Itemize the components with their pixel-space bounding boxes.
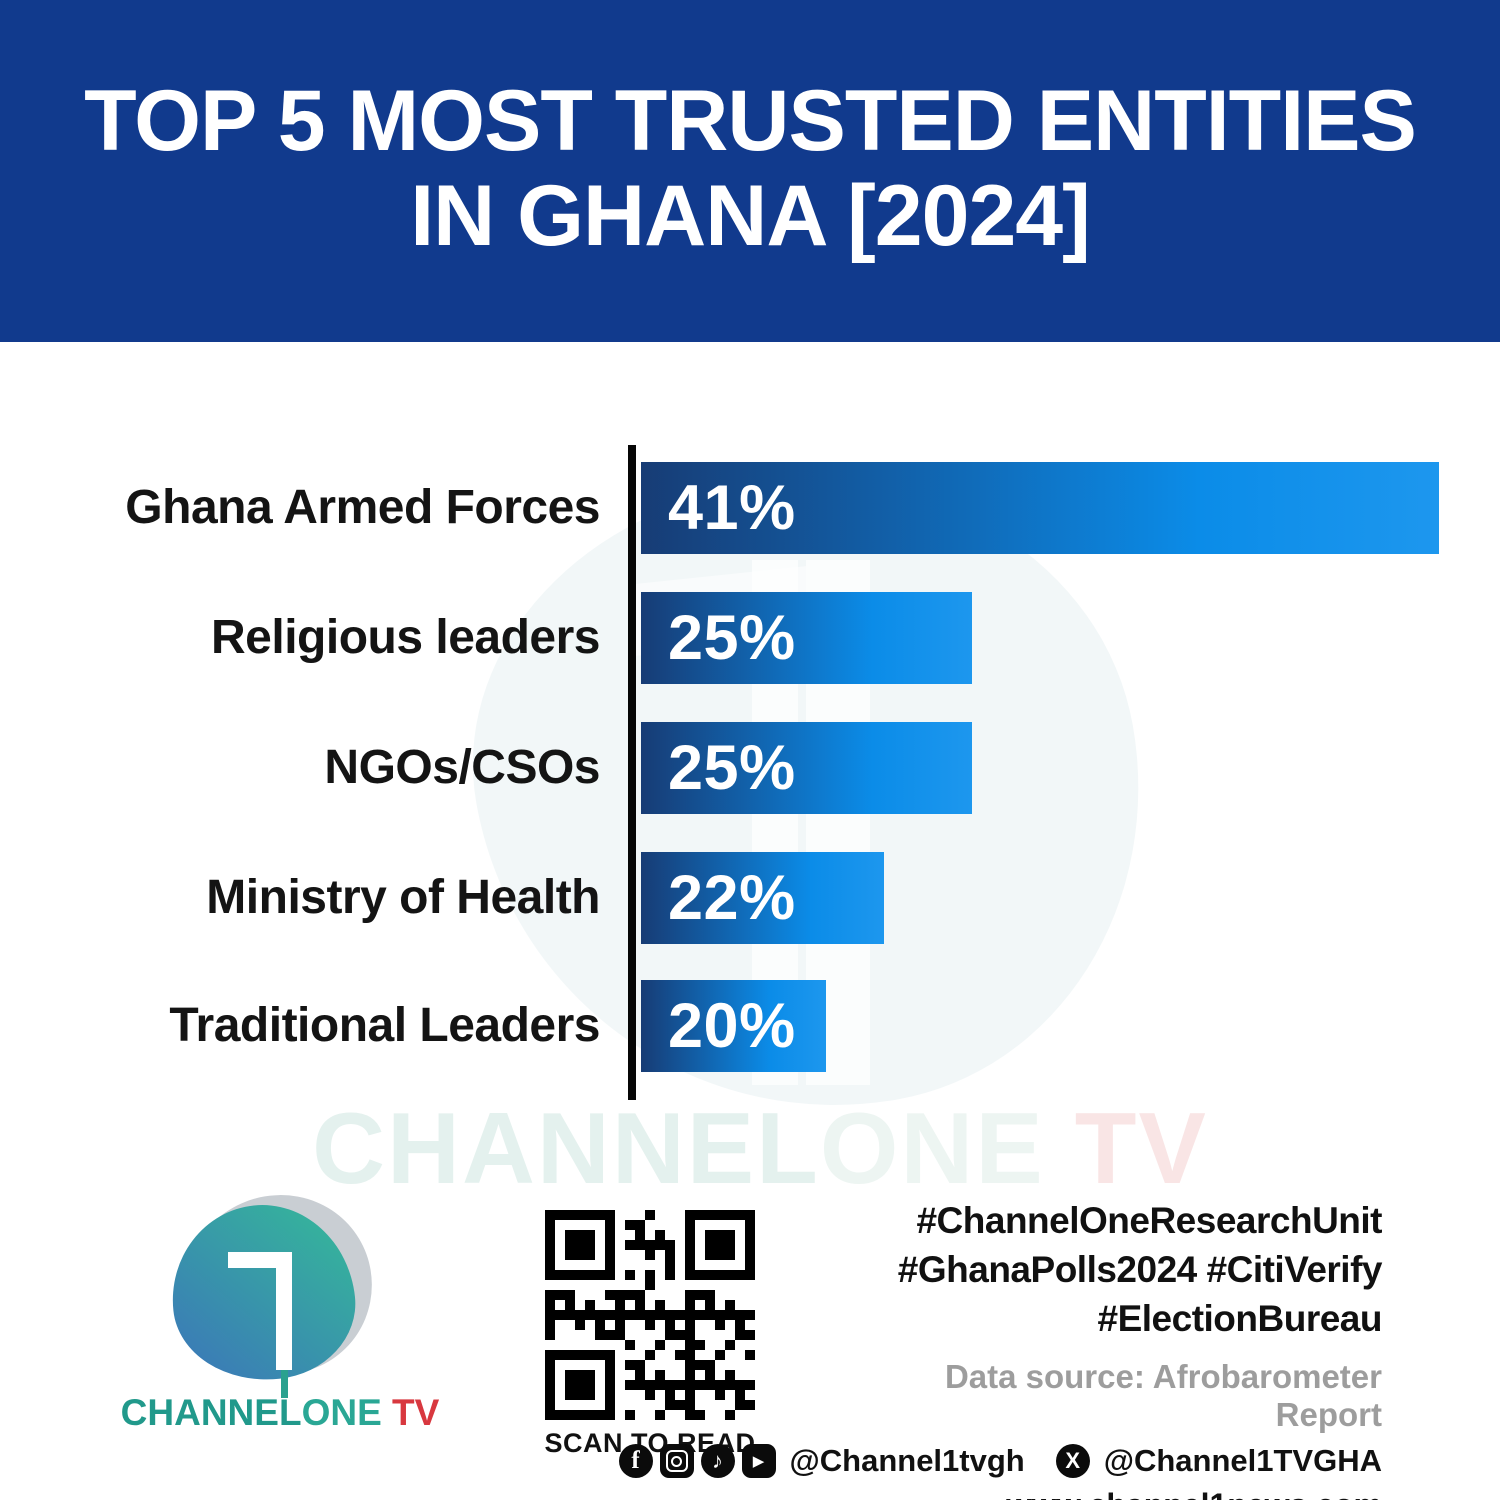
logo-one-glyph: [228, 1252, 290, 1268]
youtube-icon: ▶: [741, 1444, 776, 1478]
tiktok-icon: ♪: [700, 1444, 735, 1478]
bar-value-label: 25%: [668, 733, 796, 803]
bar-row: Traditional Leaders 20%: [0, 980, 1500, 1072]
watermark-wordmark: CHANNELONE TV: [0, 1092, 1500, 1207]
hashtag-line: #ChannelOneResearchUnit: [916, 1200, 1382, 1241]
bar-row: Religious leaders 25%: [0, 592, 1500, 684]
header-banner: TOP 5 MOST TRUSTED ENTITIES IN GHANA [20…: [0, 0, 1500, 342]
category-label: Ghana Armed Forces: [125, 481, 600, 534]
brand-channel: CHANNEL: [120, 1392, 302, 1433]
watermark-channel: CHANNEL: [312, 1093, 820, 1205]
footer-right-block: #ChannelOneResearchUnit #GhanaPolls2024 …: [618, 1196, 1383, 1500]
category-label: Religious leaders: [211, 611, 600, 664]
bar-row: Ghana Armed Forces 41%: [0, 462, 1500, 554]
bar-value-label: 25%: [668, 603, 796, 673]
social-row: f ♪ ▶ @Channel1tvgh X @Channel1TVGHA: [618, 1443, 1382, 1479]
page-title: TOP 5 MOST TRUSTED ENTITIES IN GHANA [20…: [0, 74, 1500, 263]
bar-value-label: 22%: [668, 863, 796, 933]
brand-one: ONE: [301, 1392, 382, 1433]
bar: 20%: [641, 980, 826, 1072]
hashtag-line: #GhanaPolls2024 #CitiVerify: [897, 1249, 1383, 1290]
bar: 41%: [641, 462, 1439, 554]
instagram-icon: [659, 1444, 694, 1478]
title-line-1: TOP 5 MOST TRUSTED ENTITIES: [84, 73, 1417, 169]
bar-value-label: 41%: [668, 473, 796, 543]
bar: 22%: [641, 852, 884, 944]
logo-wordmark: CHANNELONE TV: [120, 1392, 440, 1434]
category-label: NGOs/CSOs: [324, 741, 600, 794]
category-label: Traditional Leaders: [169, 999, 600, 1052]
watermark-one: ONE: [819, 1093, 1045, 1205]
logo-one-glyph: [276, 1252, 292, 1370]
social-handle: @Channel1TVGHA: [1103, 1443, 1382, 1478]
social-handle: @Channel1tvgh: [789, 1443, 1025, 1478]
bar-row: Ministry of Health 22%: [0, 852, 1500, 944]
bar: 25%: [641, 722, 972, 814]
bar: 25%: [641, 592, 972, 684]
qr-code: [545, 1210, 755, 1420]
category-label: Ministry of Health: [206, 871, 600, 924]
bar-row: NGOs/CSOs 25%: [0, 722, 1500, 814]
bar-value-label: 20%: [668, 991, 796, 1061]
website-url: www.channel1news.com: [830, 1487, 1382, 1500]
data-source: Data source: Afrobarometer Report: [944, 1358, 1382, 1433]
x-icon: X: [1055, 1444, 1090, 1478]
brand-tv: TV: [381, 1392, 440, 1433]
watermark-tv: TV: [1044, 1093, 1208, 1205]
logo-one-glyph: [281, 1370, 288, 1398]
facebook-icon: f: [618, 1444, 653, 1478]
hashtag-line: #ElectionBureau: [1097, 1298, 1383, 1339]
axis-line: [628, 445, 636, 1100]
title-line-2: IN GHANA [2024]: [410, 167, 1091, 264]
